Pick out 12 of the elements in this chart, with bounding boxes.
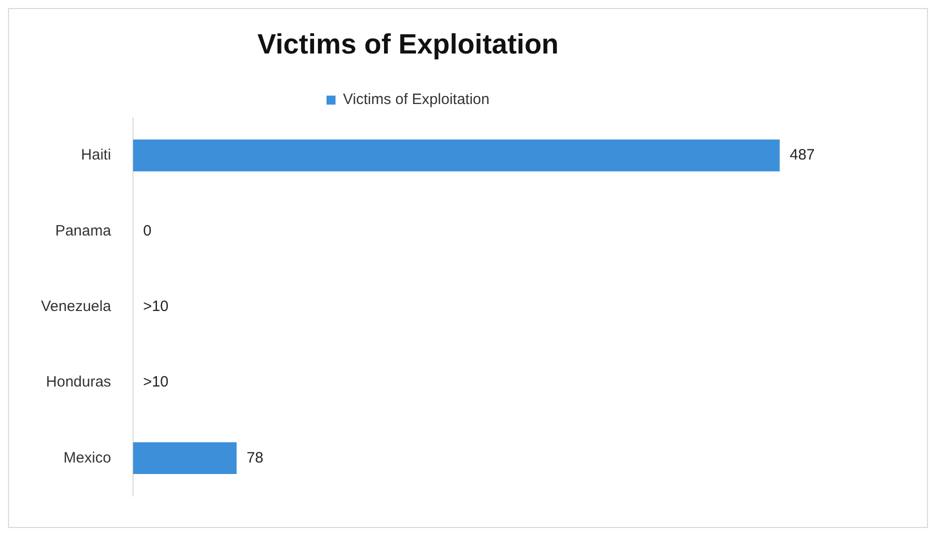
data-label: 487 [790, 146, 815, 164]
y-tick-label: Venezuela [40, 298, 112, 315]
data-label: 0 [143, 222, 152, 240]
chart-title: Victims of Exploitation [257, 28, 559, 60]
data-label: 78 [246, 449, 264, 466]
text: >10 [143, 298, 169, 315]
y-tick-label: Mexico [64, 449, 112, 466]
legend-label: Victims of Exploitation [343, 91, 490, 108]
text: >10 [143, 374, 169, 391]
y-tick-label: Haiti [81, 146, 112, 164]
y-tick-label: Honduras [46, 374, 112, 391]
y-tick-label: Panama [55, 222, 112, 240]
